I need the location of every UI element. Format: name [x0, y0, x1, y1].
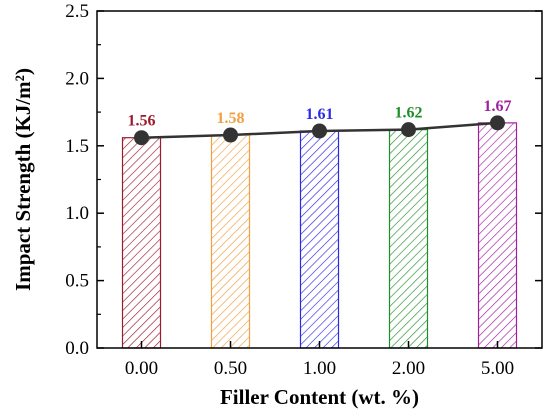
y-tick-label: 1.0: [65, 203, 89, 224]
bars-layer: [121, 122, 518, 349]
y-tick-label: 2.0: [65, 68, 89, 89]
data-label-0.00: 1.56: [128, 113, 156, 130]
bar-1.00: [299, 130, 340, 349]
data-label-0.50: 1.58: [217, 110, 245, 127]
data-label-5.00: 1.67: [484, 98, 512, 115]
data-label-2.00: 1.62: [395, 105, 423, 122]
trend-line-layer: [134, 115, 505, 146]
bar-0.00: [121, 137, 162, 349]
data-label-1.00: 1.61: [306, 106, 334, 123]
bar-5.00: [477, 122, 518, 349]
data-labels-layer: 1.56 1.58 1.61 1.62 1.67: [128, 98, 512, 130]
x-axis: 0.00 0.50 1.00 2.00 5.00: [125, 341, 514, 379]
x-axis-title: Filler Content (wt. %): [220, 385, 419, 409]
y-axis-title: Impact Strength (KJ/m²): [11, 68, 35, 291]
x-tick-label: 1.00: [303, 358, 336, 379]
y-tick-label: 0.0: [65, 338, 89, 359]
y-tick-label: 0.5: [65, 271, 89, 292]
trend-point-0.00: [134, 130, 149, 146]
x-tick-label: 2.00: [392, 358, 425, 379]
trend-point-0.50: [223, 127, 238, 143]
bar-0.50: [210, 134, 251, 349]
y-tick-label: 2.5: [65, 1, 89, 22]
trend-point-1.00: [312, 123, 327, 139]
trend-point-2.00: [401, 122, 416, 138]
x-tick-label: 0.00: [125, 358, 158, 379]
x-tick-label: 5.00: [481, 358, 514, 379]
y-axis: 0.0 0.5 1.0 1.5 2.0 2.5: [65, 1, 542, 359]
y-tick-label: 1.5: [65, 136, 89, 157]
bar-2.00: [388, 129, 429, 349]
trend-point-5.00: [490, 115, 505, 131]
x-tick-label: 0.50: [214, 358, 247, 379]
